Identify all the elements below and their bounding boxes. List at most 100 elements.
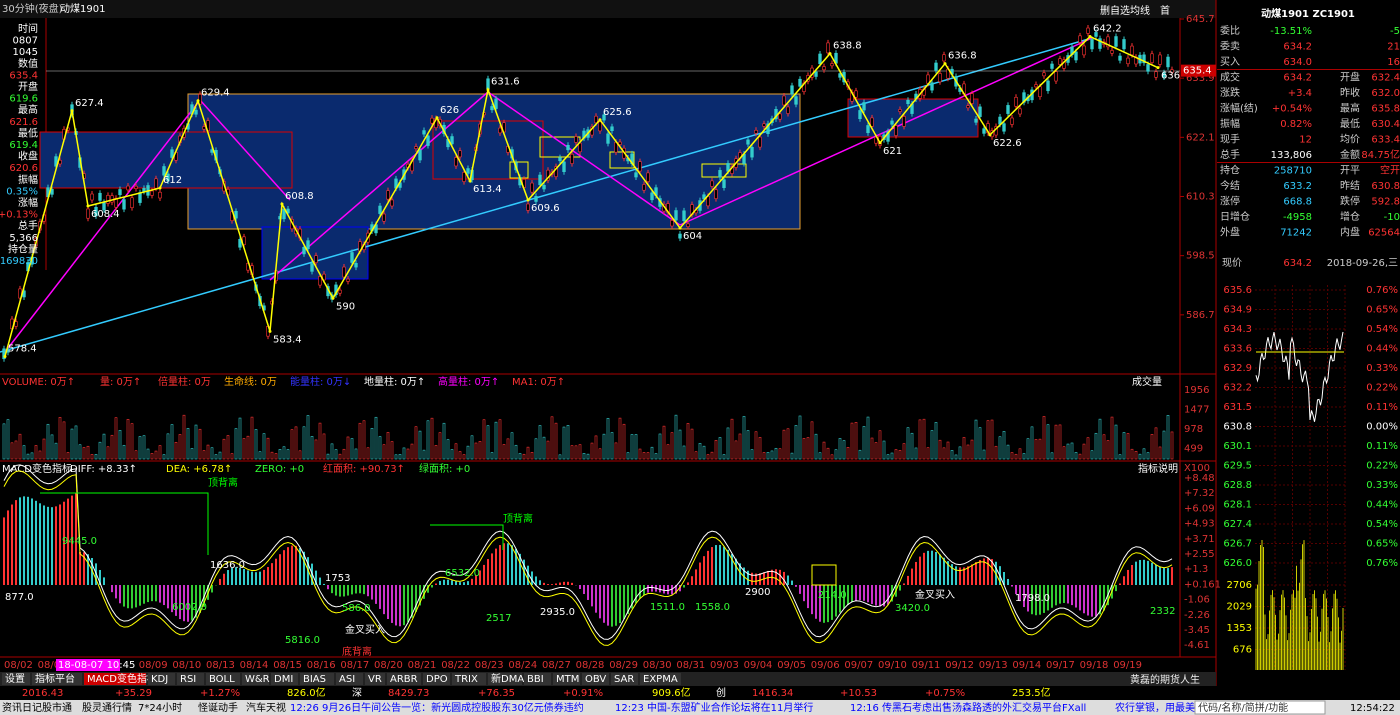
tab[interactable] [582, 673, 609, 685]
tab[interactable] [611, 673, 638, 685]
volume-bar [534, 438, 538, 460]
macd-bar [863, 585, 865, 601]
volume-bar [1154, 427, 1158, 460]
tab-label[interactable]: W&R [245, 674, 270, 685]
ticker-item[interactable]: 12:26 9月26日午间公告一览：新光圆成控股股东30亿元债券违约 [290, 701, 584, 714]
tab-label[interactable]: DMI [274, 674, 293, 685]
quote-cell: 成交 [1220, 71, 1240, 84]
volume-bar [430, 417, 434, 460]
quote-cell: -13.51% [1270, 26, 1312, 37]
volume-bar [1134, 451, 1138, 460]
index-value: +0.91% [563, 688, 603, 699]
tab[interactable] [148, 673, 175, 685]
mini-tick-label: 0.33% [1366, 363, 1398, 374]
macd-bar [827, 585, 829, 623]
info-item: 621.6 [9, 117, 38, 128]
macd-bar [667, 585, 669, 595]
tab[interactable] [365, 673, 385, 685]
tab[interactable] [640, 673, 681, 685]
macd-bar [1099, 585, 1101, 615]
macd-number: 2517 [486, 613, 511, 624]
toolbar-button[interactable]: 删自选 [1100, 4, 1130, 17]
tab-label[interactable]: RSI [180, 674, 196, 685]
volume-bar [526, 446, 530, 460]
ticker-item[interactable]: 12:23 中国-东盟矿业合作论坛将在11月举行 [615, 701, 813, 714]
tab[interactable] [452, 673, 486, 685]
tab-label[interactable]: EXPMA [643, 674, 678, 685]
tab[interactable] [300, 673, 334, 685]
tab-label[interactable]: TRIX [454, 674, 478, 685]
candle [942, 54, 946, 62]
tab-label[interactable]: 设置 [5, 673, 25, 685]
tab-label[interactable]: OBV [585, 674, 606, 685]
macd-bar [195, 585, 197, 618]
candle [890, 120, 894, 125]
macd-bar [1147, 560, 1149, 585]
volume-bar [910, 432, 914, 460]
tab[interactable] [242, 673, 269, 685]
macd-bar [19, 497, 21, 585]
tab-label[interactable]: VR [368, 674, 382, 685]
tab[interactable] [524, 673, 551, 685]
tab-label[interactable]: BBI [527, 674, 544, 685]
tab[interactable] [488, 673, 522, 685]
tab-label[interactable]: 新DMA [491, 672, 524, 685]
tab[interactable] [553, 673, 580, 685]
candle [450, 136, 454, 145]
volume-bar [454, 443, 458, 460]
quote-cell: 84.75亿 [1361, 148, 1400, 161]
tab[interactable] [206, 673, 240, 685]
tab-label[interactable]: KDJ [151, 674, 168, 685]
macd-bar [1023, 585, 1025, 608]
toolbar-button[interactable]: 首 [1160, 4, 1170, 17]
pivot [196, 99, 200, 103]
tab[interactable] [32, 673, 82, 685]
volume-header: 能量柱: 0万↓ [290, 375, 351, 388]
tab-label[interactable]: SAR [614, 674, 634, 685]
tab[interactable] [423, 673, 450, 685]
candle [1078, 35, 1082, 43]
tab-label[interactable]: MACD变色指标 [87, 672, 157, 685]
volume-bar [462, 454, 466, 460]
tab-label[interactable]: ARBR [390, 674, 418, 685]
volume-bar [1150, 433, 1154, 460]
candle [782, 95, 786, 106]
macd-bar [663, 585, 665, 594]
panel-button[interactable]: 指标说明 [1138, 462, 1178, 475]
tab-label[interactable]: ASI [339, 674, 355, 685]
tab[interactable] [336, 673, 363, 685]
volume-bar [110, 434, 114, 460]
tab-label[interactable]: BOLL [209, 674, 235, 685]
dea-line [3, 470, 1173, 646]
panel-button[interactable]: 成交量 [1132, 375, 1162, 388]
volume-bar [482, 419, 486, 460]
tab-label[interactable]: MTM [556, 674, 579, 685]
tab-label[interactable]: BIAS [303, 674, 326, 685]
tab[interactable] [2, 673, 30, 685]
volume-bar [1170, 431, 1174, 460]
search-box [1194, 700, 1326, 715]
volume-bar [486, 425, 490, 460]
volume-bar [938, 439, 942, 460]
candle [578, 142, 582, 153]
tab[interactable] [177, 673, 204, 685]
macd-bar [671, 585, 673, 595]
macd-bar [571, 582, 573, 585]
macd-bar [751, 572, 753, 585]
macd-bar [739, 563, 741, 585]
macd-bar [247, 570, 249, 585]
tab[interactable] [84, 673, 146, 685]
tab[interactable] [387, 673, 421, 685]
tab-label[interactable]: DPO [426, 674, 448, 685]
tab-label[interactable]: 指标平台 [35, 672, 75, 685]
macd-bar [331, 585, 333, 594]
pivot [1156, 66, 1160, 70]
volume-bar [998, 436, 1002, 460]
volume-bar [1038, 438, 1042, 460]
volume-bar [1054, 424, 1058, 460]
candle [1126, 57, 1130, 65]
ticker-item[interactable]: 12:16 传黑石考虑出售汤森路透的外汇交易平台FXall [850, 701, 1086, 714]
ticker-item[interactable]: 农行掌银，用最美 [1115, 701, 1195, 714]
toolbar-button[interactable]: 均线 [1130, 4, 1150, 17]
tab[interactable] [271, 673, 298, 685]
